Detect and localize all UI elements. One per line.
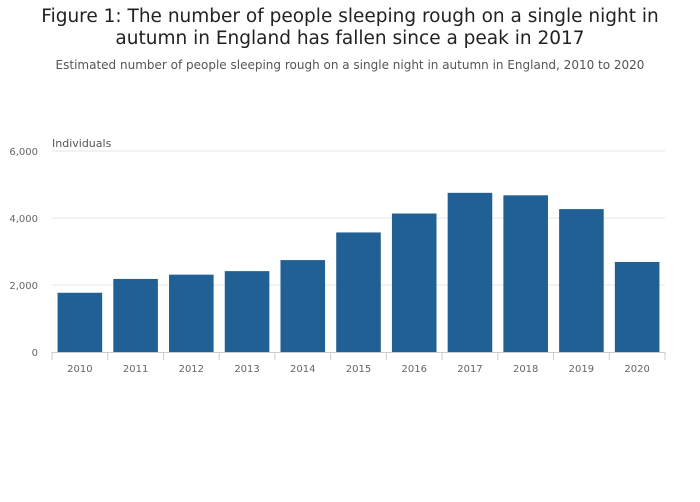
x-tick-label: 2011 bbox=[123, 364, 148, 375]
bar-2010 bbox=[57, 292, 103, 352]
x-tick-label: 2017 bbox=[457, 364, 482, 375]
bar-2018 bbox=[503, 195, 548, 352]
x-tick-label: 2016 bbox=[402, 364, 427, 375]
bar-2020 bbox=[614, 261, 660, 352]
x-tick-label: 2014 bbox=[290, 364, 315, 375]
x-tick-label: 2015 bbox=[346, 364, 371, 375]
x-tick-label: 2018 bbox=[513, 364, 538, 375]
bar-2017 bbox=[447, 192, 493, 352]
chart-subtitle: Estimated number of people sleeping roug… bbox=[55, 58, 645, 72]
y-tick-label: 2,000 bbox=[9, 281, 38, 292]
x-tick-label: 2013 bbox=[234, 364, 259, 375]
bar-2013 bbox=[224, 271, 270, 352]
x-tick-label: 2012 bbox=[179, 364, 204, 375]
y-tick-label: 6,000 bbox=[9, 147, 38, 158]
x-tick-label: 2020 bbox=[624, 364, 649, 375]
bar-2019 bbox=[559, 209, 604, 352]
bar-2016 bbox=[391, 213, 437, 352]
y-tick-label: 0 bbox=[32, 348, 38, 359]
bar-2012 bbox=[169, 274, 214, 352]
chart-title: Figure 1: The number of people sleeping … bbox=[41, 6, 659, 49]
y-axis-label: Individuals bbox=[52, 137, 112, 150]
x-tick-label: 2019 bbox=[569, 364, 594, 375]
bar-2015 bbox=[336, 232, 381, 352]
bar-2014 bbox=[280, 260, 326, 352]
x-tick-label: 2010 bbox=[67, 364, 92, 375]
y-tick-label: 4,000 bbox=[9, 214, 38, 225]
bar-2011 bbox=[113, 278, 158, 352]
